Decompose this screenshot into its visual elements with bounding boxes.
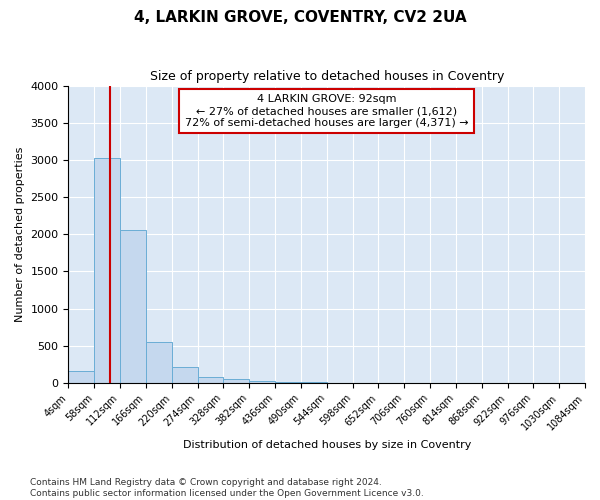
Bar	[172, 368, 197, 383]
Bar	[146, 342, 172, 383]
Title: Size of property relative to detached houses in Coventry: Size of property relative to detached ho…	[149, 70, 504, 83]
Bar	[249, 381, 275, 383]
Text: 4, LARKIN GROVE, COVENTRY, CV2 2UA: 4, LARKIN GROVE, COVENTRY, CV2 2UA	[134, 10, 466, 25]
Text: 4 LARKIN GROVE: 92sqm
← 27% of detached houses are smaller (1,612)
72% of semi-d: 4 LARKIN GROVE: 92sqm ← 27% of detached …	[185, 94, 469, 128]
Bar	[275, 382, 301, 383]
Bar	[68, 372, 94, 383]
Bar	[223, 379, 249, 383]
Bar	[197, 378, 223, 383]
Y-axis label: Number of detached properties: Number of detached properties	[15, 146, 25, 322]
Bar	[120, 230, 146, 383]
X-axis label: Distribution of detached houses by size in Coventry: Distribution of detached houses by size …	[182, 440, 471, 450]
Text: Contains HM Land Registry data © Crown copyright and database right 2024.
Contai: Contains HM Land Registry data © Crown c…	[30, 478, 424, 498]
Bar	[94, 158, 120, 383]
